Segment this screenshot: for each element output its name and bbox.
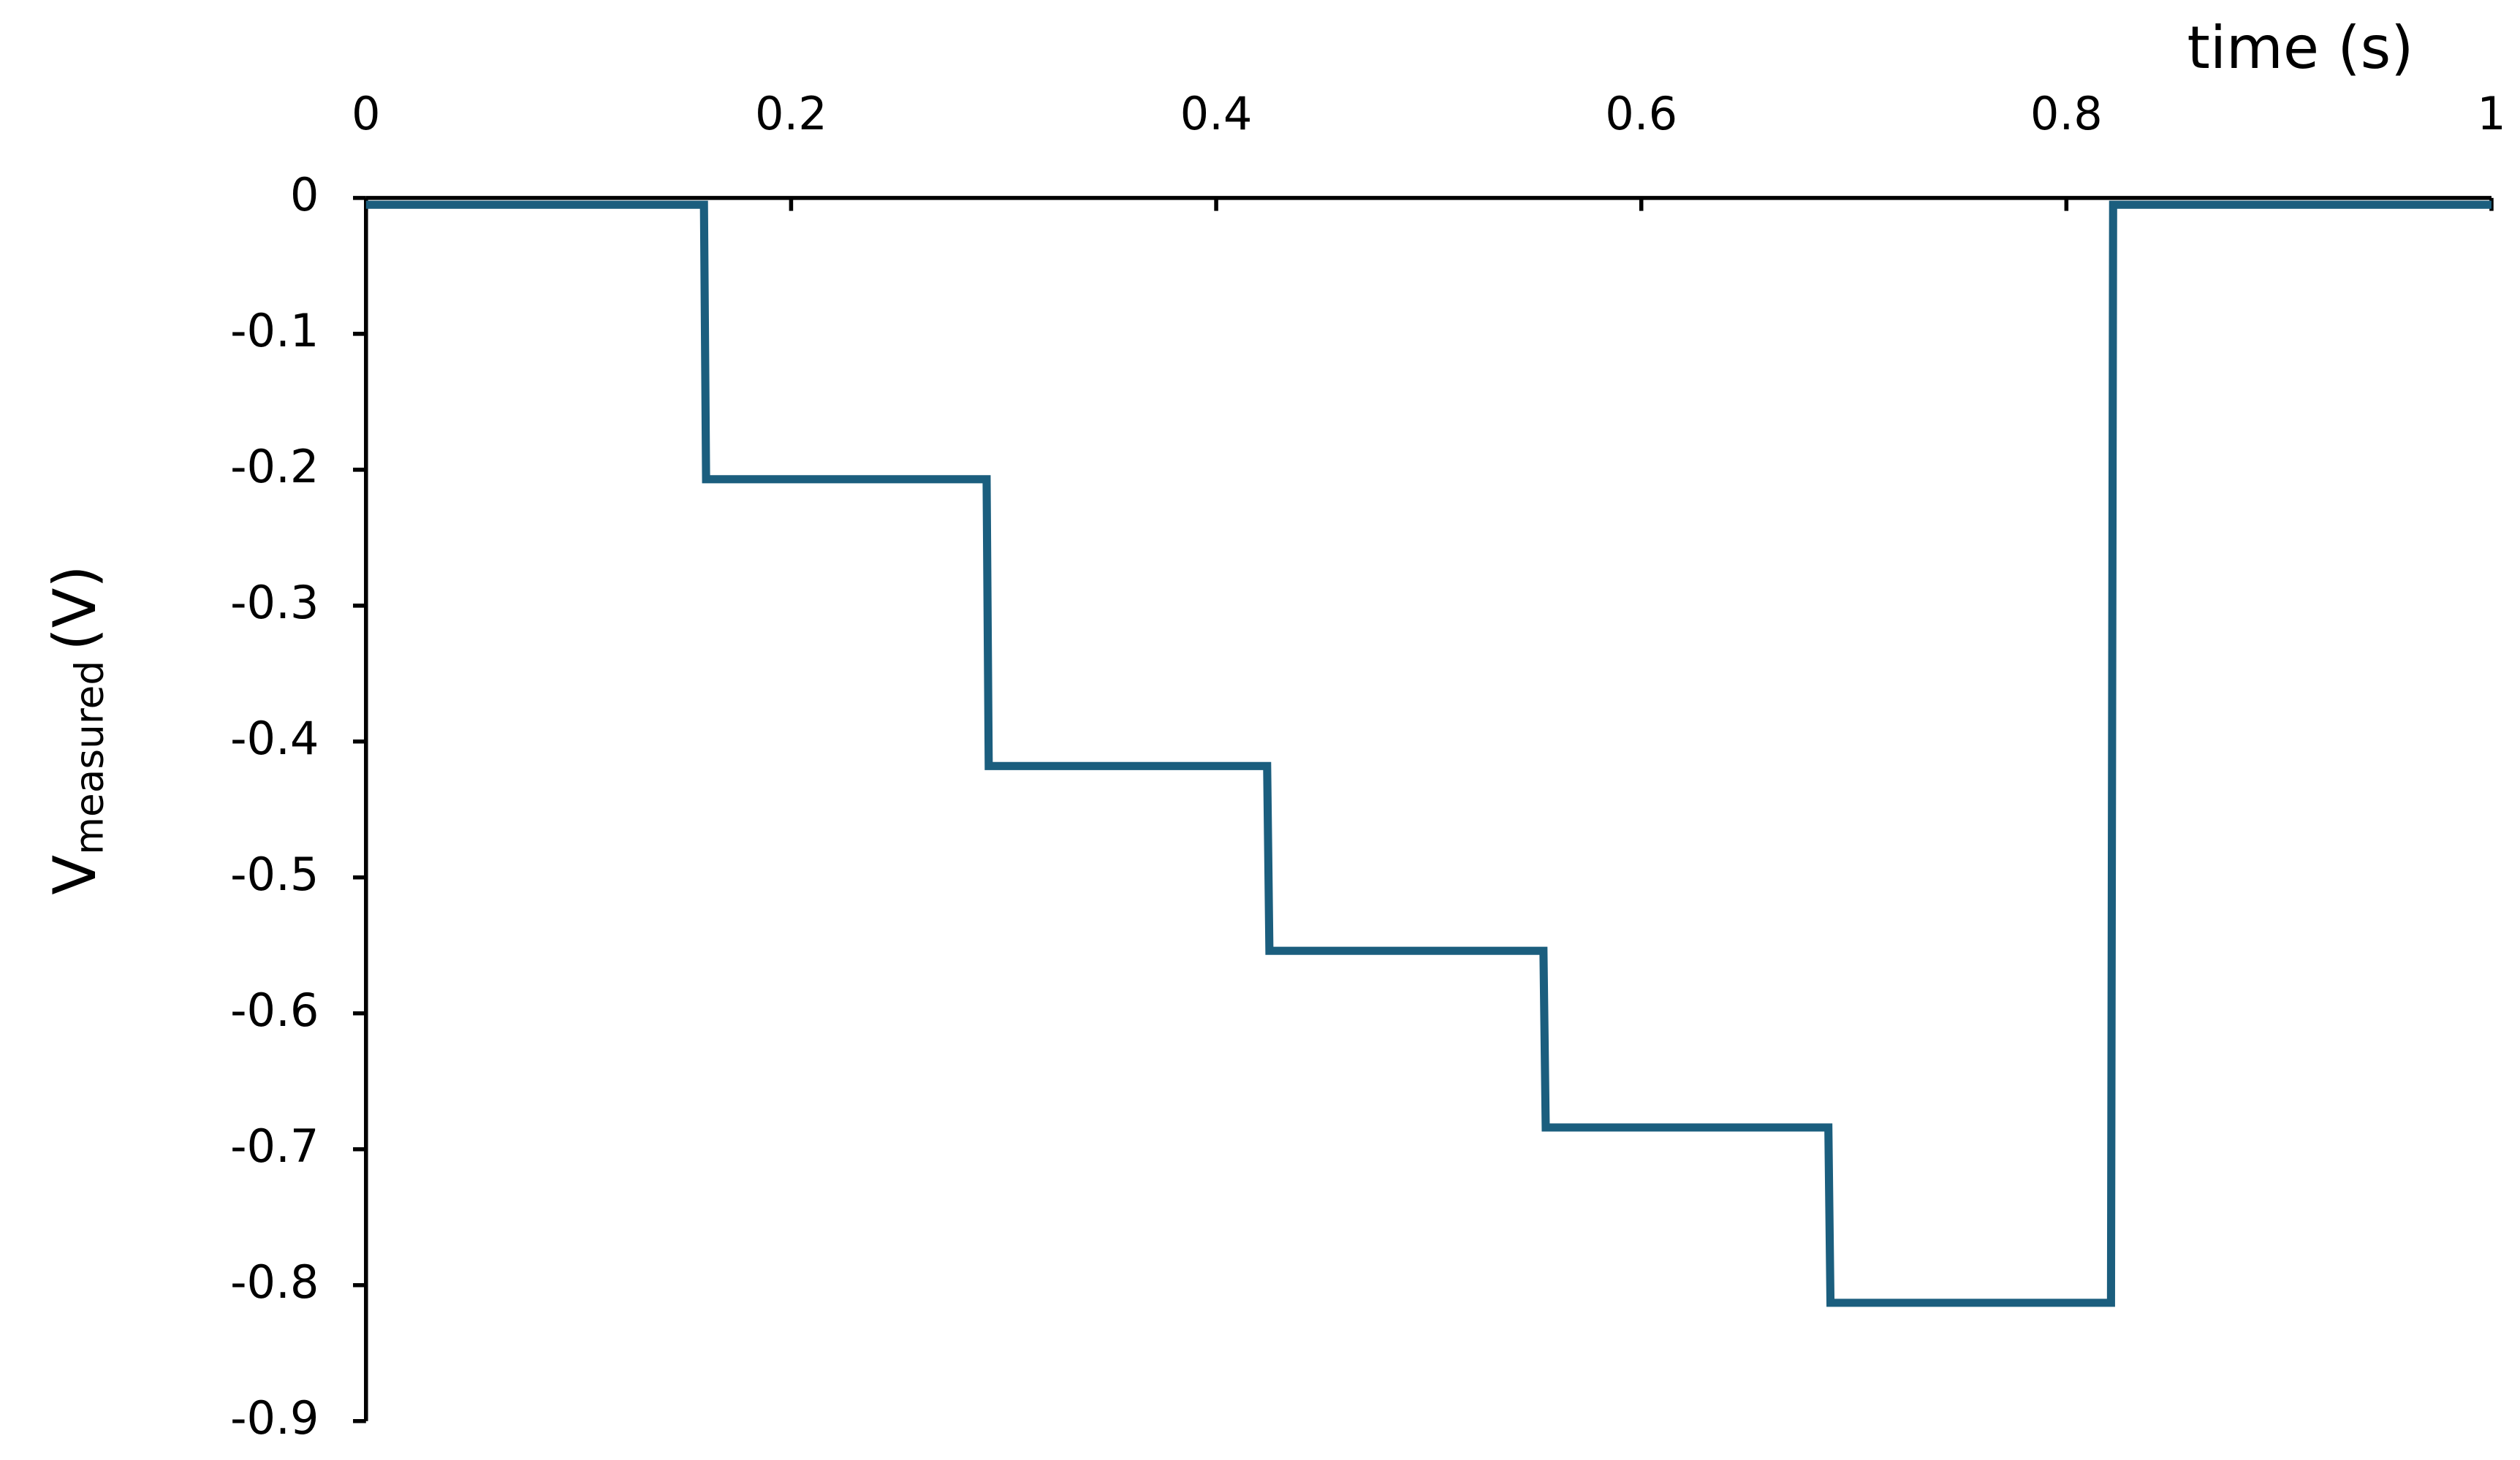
x-tick-label: 0.6 bbox=[1605, 87, 1677, 140]
y-tick-label: -0.5 bbox=[230, 848, 319, 901]
y-axis-title-main: V bbox=[41, 855, 109, 895]
y-tick-label: -0.1 bbox=[230, 304, 319, 357]
y-tick-label: -0.7 bbox=[230, 1119, 319, 1173]
y-tick-label: -0.4 bbox=[230, 712, 319, 765]
y-axis-title: Vmeasured (V) bbox=[41, 565, 112, 894]
y-tick-label: -0.8 bbox=[230, 1255, 319, 1309]
data-line bbox=[365, 200, 2491, 1307]
x-axis-title: time (s) bbox=[2187, 14, 2413, 82]
y-tick-label: 0 bbox=[290, 168, 319, 221]
y-tick-label: -0.6 bbox=[230, 984, 319, 1037]
y-tick-label: -0.3 bbox=[230, 576, 319, 629]
x-tick-label: 0.4 bbox=[1180, 87, 1253, 140]
y-axis-title-subscript: measured bbox=[67, 661, 112, 855]
y-axis-title-unit: (V) bbox=[41, 565, 109, 650]
y-tick-label: -0.2 bbox=[230, 440, 319, 493]
y-tick-label: -0.9 bbox=[230, 1391, 319, 1445]
x-tick-label: 0.8 bbox=[2030, 87, 2103, 140]
x-tick-label: 0 bbox=[352, 87, 381, 140]
x-tick-label: 1 bbox=[2477, 87, 2506, 140]
x-tick-label: 0.2 bbox=[755, 87, 827, 140]
